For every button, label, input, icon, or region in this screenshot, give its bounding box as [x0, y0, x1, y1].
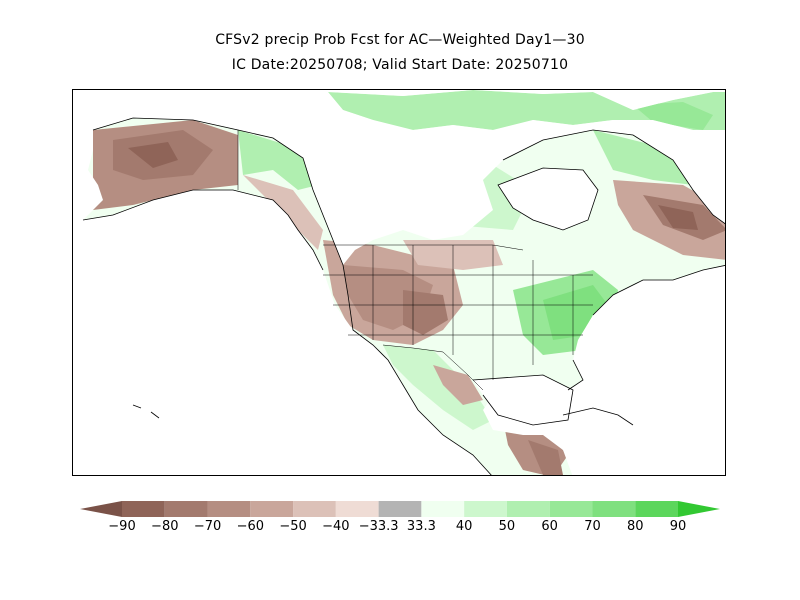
- forecast-map: [72, 89, 726, 476]
- colorbar-label: 40: [456, 519, 473, 534]
- colorbar-box: [464, 501, 507, 517]
- colorbar-box: [335, 501, 379, 517]
- colorbar-label: 80: [627, 519, 644, 534]
- colorbar-label: 50: [499, 519, 516, 534]
- colorbar-label: 70: [584, 519, 601, 534]
- colorbar-label: −80: [151, 519, 178, 534]
- colorbar-box: [250, 501, 294, 517]
- colorbar-arrow-left: [80, 501, 122, 517]
- colorbar-label: −70: [194, 519, 221, 534]
- political-borders: [237, 130, 593, 391]
- colorbar-label: −50: [279, 519, 306, 534]
- colorbar-box: [164, 501, 208, 517]
- colorbar-arrow-right: [678, 501, 720, 517]
- colorbar-label: −60: [237, 519, 264, 534]
- colorbar-box: [635, 501, 678, 517]
- colorbar-label: 90: [670, 519, 687, 534]
- colorbar-label: −40: [322, 519, 349, 534]
- colorbar-box: [122, 501, 165, 517]
- colorbar-label: −33.3: [359, 519, 399, 534]
- colorbar-box: [506, 501, 550, 517]
- colorbar-label: 33.3: [407, 519, 436, 534]
- colorbar-box: [378, 501, 422, 517]
- colorbar-label: 60: [541, 519, 558, 534]
- colorbar-box: [549, 501, 593, 517]
- map-canvas: [82, 90, 725, 475]
- colorbar-box: [592, 501, 636, 517]
- colorbar-box: [207, 501, 251, 517]
- land-shading: [83, 90, 725, 475]
- colorbar-box: [293, 501, 336, 517]
- map-subtitle: IC Date:20250708; Valid Start Date: 2025…: [231, 57, 569, 73]
- colorbar-label: −90: [108, 519, 135, 534]
- colorbar-box: [421, 501, 465, 517]
- map-title: CFSv2 precip Prob Fcst for AC—Weighted D…: [215, 32, 585, 48]
